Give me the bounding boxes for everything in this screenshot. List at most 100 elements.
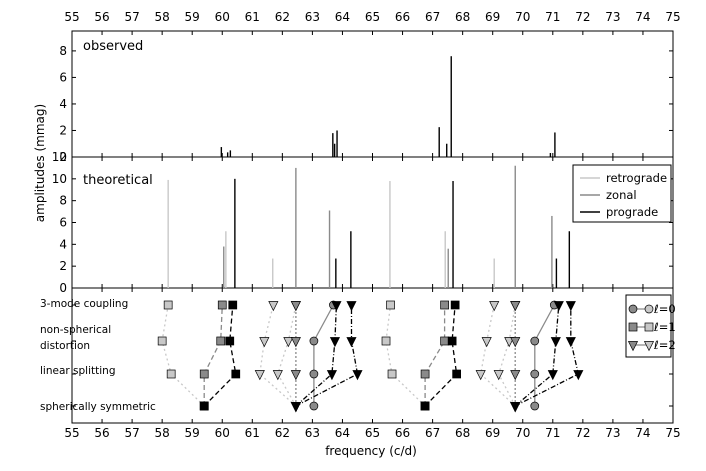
model-marker	[553, 301, 564, 312]
panel-frame-0	[71, 30, 674, 158]
x-axis-label: frequency (c/d)	[325, 444, 417, 458]
model-marker	[309, 336, 319, 346]
x-tick-label-top: 63	[305, 10, 320, 24]
model-marker	[450, 300, 460, 310]
x-tick-label-bottom: 62	[275, 426, 290, 440]
x-tick-label-top: 65	[365, 10, 380, 24]
text-layer: observed theoretical frequency (c/d) amp…	[33, 10, 681, 458]
x-tick-label-bottom: 71	[545, 426, 560, 440]
model-line-12	[295, 305, 359, 407]
x-tick-label-top: 61	[245, 10, 260, 24]
model-marker	[352, 370, 363, 381]
model-legend-label-2: ℓ=2	[653, 338, 676, 352]
model-marker	[565, 337, 576, 348]
model-marker	[309, 369, 319, 379]
model-line-14	[497, 304, 516, 407]
model-marker	[550, 337, 561, 348]
model-marker	[530, 369, 540, 379]
model-marker	[510, 370, 521, 381]
y-tick-label: 10	[52, 172, 67, 186]
x-tick-label-bottom: 56	[94, 426, 109, 440]
x-tick-label-bottom: 64	[335, 426, 350, 440]
model-legend-marker-left	[628, 322, 638, 332]
x-tick-label-top: 70	[515, 10, 530, 24]
model-marker	[420, 369, 430, 379]
y-tick-label: 0	[59, 150, 67, 164]
y-tick-label: 8	[59, 194, 67, 208]
model-legend-marker-left	[627, 341, 639, 352]
model-legend-marker-right	[643, 341, 655, 352]
model-marker	[381, 336, 391, 346]
level-label-linear-splitting: linear splitting	[40, 365, 115, 377]
legend-label-0: retrograde	[606, 171, 667, 185]
model-line-5	[385, 304, 426, 407]
x-tick-label-top: 57	[124, 10, 139, 24]
model-marker	[225, 336, 235, 346]
model-marker	[493, 370, 504, 381]
y-tick-label: 4	[59, 97, 67, 111]
x-tick-label-top: 72	[575, 10, 590, 24]
x-tick-label-bottom: 75	[665, 426, 680, 440]
x-tick-label-top: 66	[395, 10, 410, 24]
y-tick-label: 6	[59, 216, 67, 230]
x-tick-label-top: 75	[665, 10, 680, 24]
x-tick-label-bottom: 55	[64, 426, 79, 440]
model-line-7	[424, 304, 458, 407]
model-marker	[199, 401, 209, 411]
y-tick-label: 2	[59, 123, 67, 137]
y-axis-label: amplitudes (mmag)	[33, 104, 47, 222]
model-marker	[199, 369, 209, 379]
level-label-distortion: distortion	[40, 340, 90, 352]
model-marker	[259, 337, 270, 348]
panel-frame-2	[71, 287, 674, 424]
model-marker	[346, 337, 357, 348]
model-marker	[530, 336, 540, 346]
model-marker	[166, 369, 176, 379]
model-marker	[565, 301, 576, 312]
data-layer	[157, 56, 672, 413]
x-tick-label-bottom: 73	[605, 426, 620, 440]
axes-layer	[71, 30, 674, 424]
x-tick-label-top: 64	[335, 10, 350, 24]
model-marker	[452, 369, 461, 379]
x-tick-label-top: 58	[155, 10, 170, 24]
y-tick-label: 8	[59, 44, 67, 58]
x-tick-label-bottom: 60	[215, 426, 230, 440]
model-marker	[157, 336, 167, 346]
level-label-spherically-symmetric: spherically symmetric	[40, 401, 156, 413]
x-tick-label-bottom: 59	[185, 426, 200, 440]
model-marker	[254, 370, 265, 381]
model-marker	[331, 301, 342, 312]
x-tick-label-top: 73	[605, 10, 620, 24]
model-line-0	[313, 304, 334, 406]
y-tick-label: 12	[52, 150, 67, 164]
model-marker	[290, 370, 301, 381]
model-marker	[510, 337, 521, 348]
model-line-13	[479, 304, 516, 407]
model-legend-marker-left	[628, 304, 638, 314]
model-marker	[420, 401, 430, 411]
model-marker	[290, 301, 301, 312]
model-legend-label-1: ℓ=1	[653, 320, 676, 334]
x-tick-label-bottom: 69	[485, 426, 500, 440]
model-line-8	[259, 304, 297, 407]
model-marker	[475, 370, 486, 381]
model-legend-marker-right	[644, 304, 654, 314]
x-tick-label-top: 67	[425, 10, 440, 24]
model-marker	[326, 370, 337, 381]
model-marker	[530, 401, 540, 411]
x-tick-label-top: 74	[635, 10, 650, 24]
model-marker	[346, 301, 357, 312]
level-label-3-mode-coupling: 3-mode coupling	[40, 298, 128, 310]
model-marker	[510, 301, 521, 312]
model-line-11	[295, 304, 338, 407]
y-tick-label: 4	[59, 237, 67, 251]
x-tick-label-bottom: 57	[124, 426, 139, 440]
model-marker	[268, 301, 279, 312]
model-line-1	[534, 304, 555, 406]
y-tick-label: 0	[59, 281, 67, 295]
x-tick-label-top: 60	[215, 10, 230, 24]
model-marker	[216, 336, 226, 346]
legend-label-2: prograde	[606, 205, 658, 219]
